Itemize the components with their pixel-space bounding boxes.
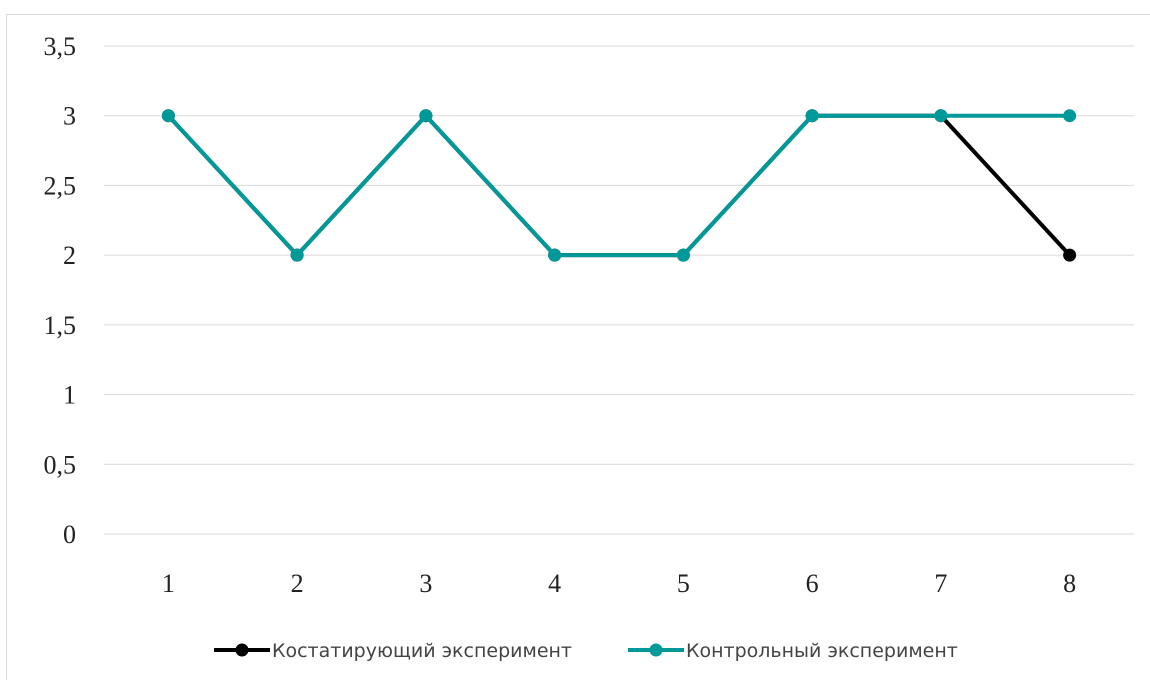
legend-marker [235, 643, 249, 657]
x-tick-label: 1 [162, 569, 175, 598]
chart-frame [6, 14, 1150, 680]
series-point [676, 248, 690, 262]
series-line [166, 113, 1070, 258]
legend-marker [649, 643, 663, 657]
y-tick-label: 3 [63, 102, 76, 131]
series-point [548, 248, 562, 262]
series-point [934, 109, 948, 123]
x-tick-label: 3 [419, 569, 432, 598]
x-tick-label: 4 [548, 569, 561, 598]
y-tick-label: 3,5 [44, 32, 77, 61]
series-point [161, 109, 175, 123]
x-tick-label: 5 [677, 569, 690, 598]
x-tick-label: 8 [1063, 569, 1076, 598]
legend: Костатирующий эксперимент Контрольный экс… [214, 640, 958, 662]
series-point [419, 109, 433, 123]
legend-label: Костатирующий эксперимент [272, 640, 572, 662]
series-point [805, 109, 819, 123]
x-tick-label: 7 [934, 569, 947, 598]
y-tick-label: 1 [63, 381, 76, 410]
gridlines [104, 45, 1134, 535]
y-tick-label: 0 [63, 520, 76, 549]
series-group [161, 109, 1077, 262]
series-point [1063, 109, 1077, 123]
x-axis: 1 2 3 4 5 6 7 8 [162, 569, 1076, 598]
y-tick-label: 2 [63, 241, 76, 270]
y-axis: 0 0,5 1 1,5 2 2,5 3 3,5 [44, 32, 77, 549]
x-tick-label: 2 [291, 569, 304, 598]
legend-label: Контрольный эксперимент [686, 640, 958, 662]
y-tick-label: 2,5 [44, 171, 77, 200]
y-tick-label: 0,5 [44, 450, 77, 479]
series-point [290, 248, 304, 262]
series-point [1063, 248, 1077, 262]
x-tick-label: 6 [806, 569, 819, 598]
y-tick-label: 1,5 [44, 311, 77, 340]
